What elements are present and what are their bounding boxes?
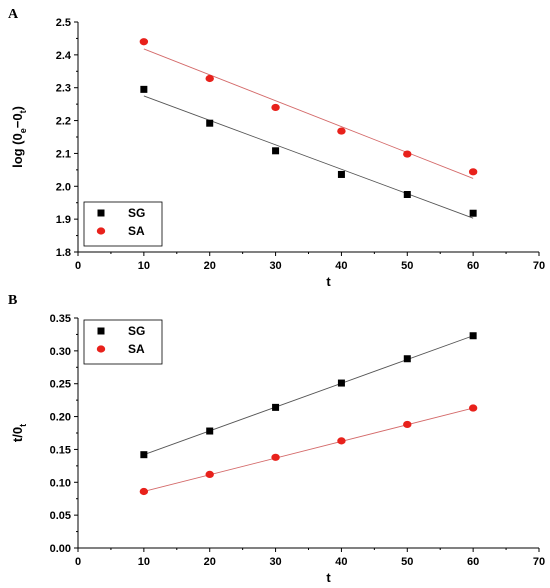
x-tick-label: 60: [467, 260, 479, 272]
legend-label-sa: SA: [128, 342, 145, 356]
y-axis-title-part: log (0: [10, 133, 25, 168]
y-tick-label: 2.4: [56, 50, 72, 62]
data-point-sg: [272, 147, 280, 155]
panel-label: B: [8, 293, 17, 308]
y-axis-title-subscript: e: [18, 128, 28, 133]
data-point-sg: [403, 355, 411, 363]
data-point-sa: [468, 404, 478, 412]
legend: SG SA: [83, 201, 163, 247]
y-axis-title: log (0e−0t): [10, 106, 28, 168]
x-tick-label: 50: [401, 260, 413, 272]
y-tick-label: 0.15: [50, 444, 71, 456]
x-axis-title: t: [326, 570, 331, 585]
x-axis-title: t: [326, 274, 331, 289]
legend-marker-sg: [97, 209, 105, 217]
data-point-sg: [403, 191, 411, 198]
data-point-sa: [403, 150, 412, 158]
x-tick-label: 30: [269, 260, 281, 272]
panel-a: A 0 10 20 30 40 50 60 70 1.8 1.9 2.0 2.1 2.2 2.3 2.4 2.5…: [8, 7, 545, 289]
data-point-sg: [337, 170, 345, 178]
data-point-sg: [140, 451, 148, 459]
x-tick-label: 0: [75, 556, 81, 568]
data-point-sg: [206, 119, 214, 127]
data-point-sa: [271, 103, 280, 112]
data-point-sa: [337, 127, 346, 135]
fit-line-sa: [143, 48, 474, 179]
data-point-sa: [403, 420, 412, 429]
fit-line-sg: [143, 95, 474, 219]
y-tick-label: 0.25: [50, 379, 71, 391]
y-tick-label: 1.9: [56, 214, 71, 226]
data-point-sa: [337, 437, 346, 445]
x-tick-label: 20: [204, 556, 216, 568]
legend: SG SA: [83, 319, 163, 365]
data-point-sa: [205, 470, 214, 478]
x-tick-label: 40: [335, 260, 347, 272]
data-point-sg: [337, 379, 345, 387]
y-axis-title-subscript: t: [18, 424, 28, 427]
x-tick-label: 70: [533, 556, 545, 568]
x-tick-label: 30: [269, 556, 281, 568]
data-point-sa: [468, 168, 478, 176]
y-tick-label: 2.1: [56, 148, 71, 160]
y-axis-title-part: −0: [10, 113, 25, 128]
x-tick-label: 20: [204, 260, 216, 272]
y-tick-label: 0.05: [50, 510, 71, 522]
x-tick-label: 70: [533, 260, 545, 272]
panel-b: B 0 10 20 30 40 50 60 70 0.00 0.05 0.10 0.15 0.20 0.25…: [8, 293, 545, 585]
x-tick-label: 50: [401, 556, 413, 568]
data-point-sg: [206, 427, 214, 435]
data-point-sa: [139, 38, 149, 46]
y-axis-title-subscript: t: [18, 110, 28, 113]
series-sa: [139, 38, 478, 179]
data-point-sg: [272, 403, 280, 411]
y-tick-label: 0.00: [50, 543, 71, 555]
data-point-sg: [469, 209, 477, 217]
y-axis-title: t/0t: [10, 424, 28, 442]
x-tick-label: 10: [138, 260, 150, 272]
y-tick-label: 2.5: [56, 17, 71, 29]
legend-label-sg: SG: [128, 206, 145, 220]
y-tick-label: 2.3: [56, 83, 71, 95]
legend-label-sa: SA: [128, 224, 145, 238]
data-point-sg: [140, 85, 148, 93]
y-axis-title-part: t/0: [10, 427, 25, 442]
data-point-sa: [205, 74, 214, 83]
data-point-sg: [469, 332, 477, 340]
legend-box: [83, 319, 163, 365]
data-point-sa: [271, 453, 280, 461]
fit-line-sg: [143, 335, 474, 456]
panel-label: A: [8, 7, 19, 22]
y-tick-label: 2.2: [56, 116, 71, 128]
legend-marker-sa: [96, 345, 106, 353]
x-tick-label: 40: [335, 556, 347, 568]
series-sa: [139, 404, 478, 496]
series-sg: [140, 85, 477, 219]
legend-marker-sa: [96, 227, 106, 235]
y-axis-title-part: ): [10, 106, 25, 110]
legend-box: [83, 201, 163, 247]
legend-label-sg: SG: [128, 324, 145, 338]
y-tick-label: 1.8: [56, 247, 71, 259]
y-tick-label: 0.10: [50, 477, 71, 489]
x-tick-label: 60: [467, 556, 479, 568]
x-tick-label: 0: [75, 260, 81, 272]
series-sg: [140, 332, 477, 459]
x-tick-label: 10: [138, 556, 150, 568]
y-tick-label: 2.0: [56, 181, 71, 193]
y-tick-label: 0.30: [50, 346, 71, 358]
y-tick-label: 0.20: [50, 412, 71, 424]
fit-line-sa: [143, 407, 474, 492]
y-tick-label: 0.35: [50, 313, 71, 325]
data-point-sa: [139, 487, 149, 496]
legend-marker-sg: [97, 327, 105, 335]
